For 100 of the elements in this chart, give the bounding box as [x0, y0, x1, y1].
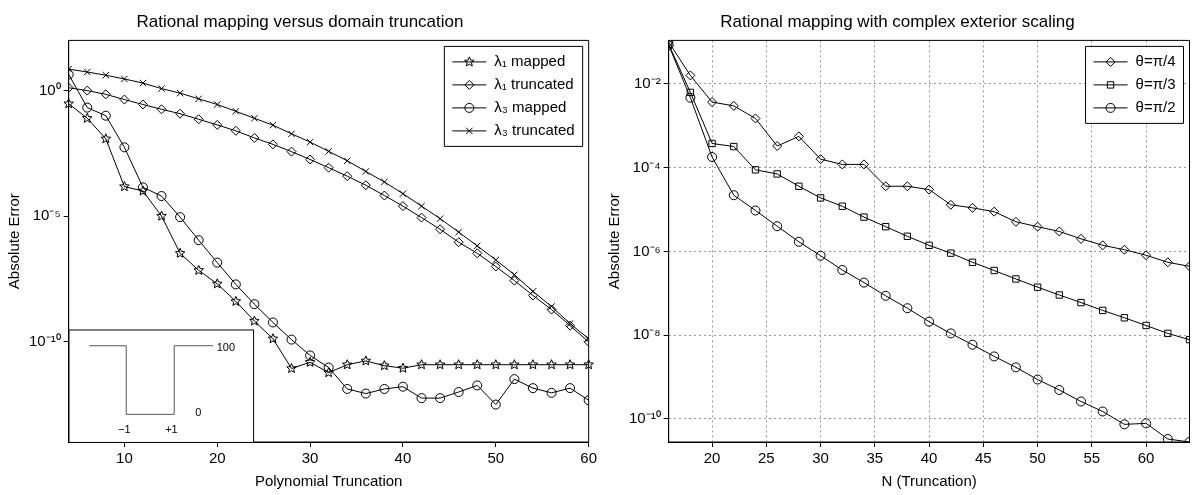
y-tick-label: 10⁰ [38, 80, 61, 98]
point [527, 359, 539, 370]
point [305, 350, 316, 361]
point [815, 250, 826, 261]
x-tick-label: 60 [580, 449, 597, 467]
point [360, 388, 371, 399]
point [119, 181, 130, 192]
point [119, 142, 130, 153]
point [471, 359, 483, 370]
point [156, 191, 167, 202]
point [174, 247, 186, 258]
point [249, 315, 260, 326]
point [751, 166, 760, 174]
point [1054, 226, 1065, 237]
point [83, 68, 91, 76]
point [156, 104, 167, 115]
point [1010, 216, 1021, 227]
point [230, 295, 242, 306]
y-tick-label: 10⁻¹⁰ [28, 331, 61, 349]
x-tick-label: 40 [394, 449, 412, 467]
legend-label: λ₁ mapped [494, 52, 566, 70]
x-tick-label: 25 [757, 449, 775, 467]
point [323, 367, 334, 378]
point [249, 299, 260, 310]
point [686, 88, 695, 97]
point [1032, 221, 1043, 232]
point [750, 113, 761, 124]
point [267, 333, 279, 344]
point [119, 94, 130, 105]
point [175, 108, 186, 119]
point [967, 202, 978, 213]
point [945, 328, 956, 339]
point [1162, 434, 1173, 442]
point [860, 213, 868, 221]
point [990, 266, 998, 275]
point [815, 154, 826, 165]
y-axis-title: Absolute Error [5, 193, 23, 290]
annotation: +1 [164, 422, 178, 435]
point [728, 190, 739, 201]
point [472, 248, 483, 259]
point [397, 381, 408, 392]
point [1032, 374, 1043, 385]
point [730, 142, 738, 151]
y-axis-title: Absolute Error [605, 193, 623, 290]
point [175, 212, 186, 223]
point [379, 190, 390, 201]
point [989, 351, 1000, 362]
point [837, 159, 848, 170]
point [156, 210, 167, 221]
point [397, 201, 408, 212]
point [100, 133, 112, 144]
point [193, 114, 204, 125]
point [341, 359, 353, 370]
legend-label: θ=π/4 [1135, 52, 1176, 70]
legend-label: λ₁ truncated [494, 75, 574, 93]
x-tick-label: 35 [866, 449, 884, 467]
x-tick-label: 40 [920, 449, 938, 467]
point [63, 98, 74, 109]
point [472, 380, 483, 391]
x-tick-label: 30 [301, 449, 319, 467]
point [100, 110, 111, 121]
x-tick-label: 20 [208, 449, 226, 467]
point [947, 249, 955, 257]
point [880, 290, 891, 301]
point [397, 362, 409, 373]
point [858, 277, 869, 288]
point [1164, 329, 1172, 338]
legend-label: λ₃ mapped [494, 98, 567, 116]
legend-label: λ₃ truncated [494, 121, 575, 139]
point [267, 317, 278, 328]
point [490, 399, 501, 410]
y-tick-label: 10⁻⁵ [32, 206, 61, 224]
point [267, 139, 278, 150]
point [490, 359, 502, 370]
point [305, 154, 316, 165]
point [416, 393, 427, 404]
point [249, 132, 260, 143]
point [490, 261, 501, 272]
point [708, 139, 716, 148]
y-tick-label: 10⁻⁸ [632, 325, 661, 343]
point [793, 131, 804, 142]
point [527, 383, 538, 394]
point [924, 316, 935, 327]
point [453, 237, 464, 248]
point [728, 100, 739, 111]
point [546, 304, 557, 315]
point [193, 235, 204, 246]
point [286, 362, 297, 374]
point [546, 387, 557, 398]
point [453, 359, 464, 370]
point [902, 181, 913, 192]
point [1076, 396, 1086, 407]
point [82, 112, 93, 123]
point [212, 257, 223, 268]
point [342, 171, 353, 182]
point [583, 359, 594, 370]
point [230, 125, 241, 136]
point [1120, 314, 1129, 322]
point [323, 162, 334, 173]
point [82, 102, 93, 113]
